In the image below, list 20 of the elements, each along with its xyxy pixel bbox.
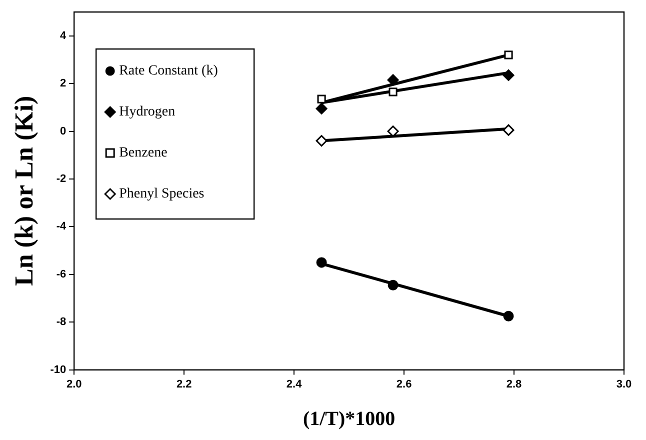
y-tick-label: 2 (60, 78, 66, 90)
y-tick-label: 0 (60, 125, 66, 138)
x-tick-label: 3.0 (616, 378, 632, 390)
x-axis-title: (1/T)*1000 (302, 408, 396, 430)
x-tick-label: 2.0 (66, 378, 82, 390)
legend-label: Benzene (119, 146, 168, 161)
y-tick-label: -10 (50, 364, 66, 376)
x-tick-label: 2.6 (396, 378, 412, 390)
x-tick-label: 2.2 (176, 378, 192, 390)
y-tick-label: -4 (56, 220, 67, 233)
legend-label: Rate Constant (k) (119, 64, 218, 79)
legend-label: Phenyl Species (119, 186, 204, 202)
y-tick-label: -8 (56, 316, 66, 328)
x-tick-label: 2.4 (286, 378, 303, 390)
y-tick-label: -6 (56, 268, 66, 280)
y-tick-label: -2 (56, 173, 66, 186)
y-tick-label: 4 (60, 30, 67, 42)
x-tick-label: 2.8 (506, 378, 522, 390)
y-axis-title: Ln (k) or Ln (Ki) (9, 96, 38, 286)
legend-label: Hydrogen (119, 104, 176, 120)
